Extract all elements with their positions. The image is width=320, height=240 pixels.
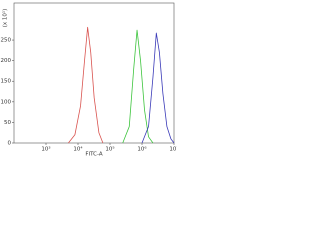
y-tick-label: 0 bbox=[8, 141, 12, 147]
y-axis-label: (x 10¹) bbox=[2, 9, 9, 28]
x-tick-label: 10⁴ bbox=[73, 146, 83, 153]
x-tick-label: 10⁶ bbox=[137, 146, 147, 153]
histogram-line bbox=[68, 26, 104, 144]
histogram-line bbox=[122, 29, 154, 144]
y-tick-label: 50 bbox=[4, 120, 11, 126]
x-tick-label: 10³ bbox=[41, 146, 50, 153]
plot-frame bbox=[13, 2, 175, 144]
y-tick-label: 100 bbox=[1, 99, 12, 105]
y-tick-label: 150 bbox=[1, 79, 12, 85]
x-tick-label: 10⁷ bbox=[169, 146, 177, 153]
y-tick-label: 250 bbox=[1, 38, 12, 44]
histogram-line bbox=[141, 32, 175, 144]
chart: (x 10¹) FITC-A 0 50 100 150 200 250 10³ 10⁴ 10⁵ 1… bbox=[1, 2, 177, 158]
y-tick-label: 200 bbox=[1, 58, 12, 64]
x-axis-label: FITC-A bbox=[85, 152, 103, 158]
x-tick-label: 10⁵ bbox=[105, 146, 114, 153]
